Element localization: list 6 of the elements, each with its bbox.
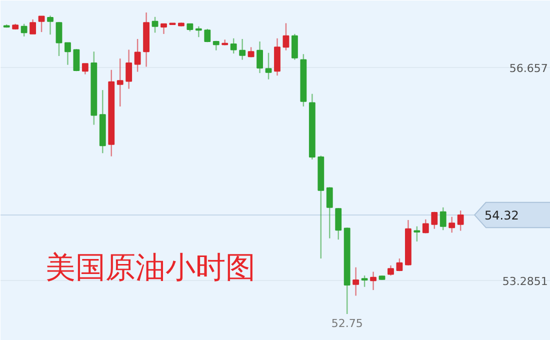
text: 美国原油小时图 [46, 250, 256, 286]
y-tick-label: 53.2851 [502, 274, 548, 288]
annotation: 52.75 [331, 317, 363, 330]
candlestick [73, 48, 80, 72]
y-tick-label: 56.657 [509, 62, 548, 76]
ref-line-label: 54.32 [484, 208, 519, 222]
